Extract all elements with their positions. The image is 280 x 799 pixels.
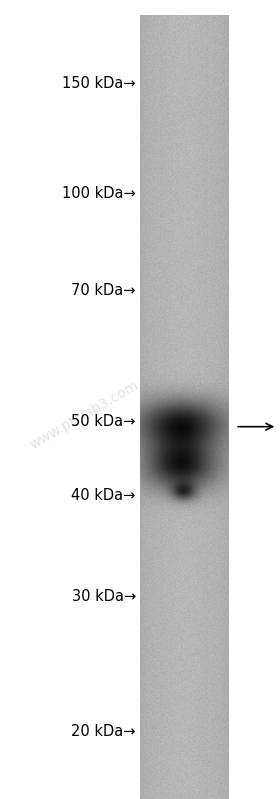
- Text: 150 kDa→: 150 kDa→: [62, 77, 136, 91]
- Text: 20 kDa→: 20 kDa→: [71, 724, 136, 738]
- Text: 100 kDa→: 100 kDa→: [62, 186, 136, 201]
- Text: 50 kDa→: 50 kDa→: [71, 415, 136, 429]
- Text: 30 kDa→: 30 kDa→: [72, 590, 136, 604]
- Text: 40 kDa→: 40 kDa→: [71, 488, 136, 503]
- Text: 70 kDa→: 70 kDa→: [71, 283, 136, 297]
- Text: www.ptclab3.com: www.ptclab3.com: [27, 379, 141, 452]
